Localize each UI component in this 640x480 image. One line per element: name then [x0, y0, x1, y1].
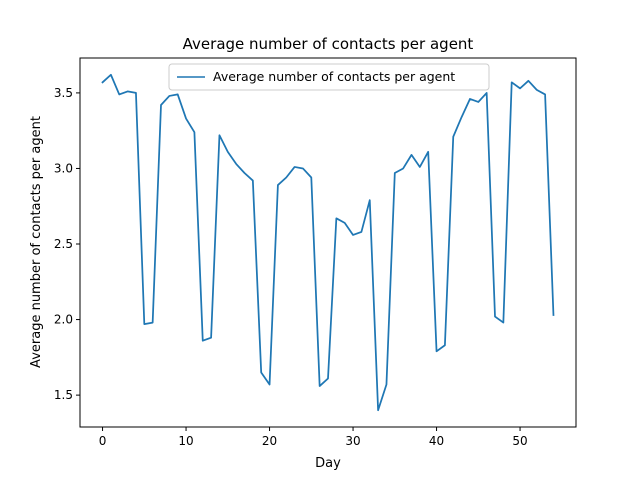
x-tick-label: 10: [178, 434, 193, 448]
y-tick-label: 2.0: [54, 313, 73, 327]
x-tick-label: 40: [429, 434, 444, 448]
y-tick-label: 1.5: [54, 388, 73, 402]
series-line-0: [101, 73, 555, 412]
x-axis: 0 10 20 30 40 50: [99, 427, 528, 448]
y-tick-label: 3.5: [54, 86, 73, 100]
y-axis: 1.5 2.0 2.5 3.0 3.5: [54, 86, 80, 402]
x-tick-label: 50: [512, 434, 527, 448]
y-tick-label: 3.0: [54, 161, 73, 175]
x-tick-label: 20: [262, 434, 277, 448]
y-axis-label: Average number of contacts per agent: [29, 116, 44, 368]
plot-area: [101, 73, 555, 412]
legend-label: Average number of contacts per agent: [213, 69, 455, 84]
y-tick-label: 2.5: [54, 237, 73, 251]
legend-box: [168, 63, 490, 91]
x-tick-label: 0: [99, 434, 107, 448]
x-axis-label: Day: [315, 456, 341, 471]
legend: Average number of contacts per agent: [168, 63, 490, 91]
chart-title: Average number of contacts per agent: [183, 35, 474, 53]
plot-frame: [79, 57, 577, 428]
x-tick-label: 30: [345, 434, 360, 448]
